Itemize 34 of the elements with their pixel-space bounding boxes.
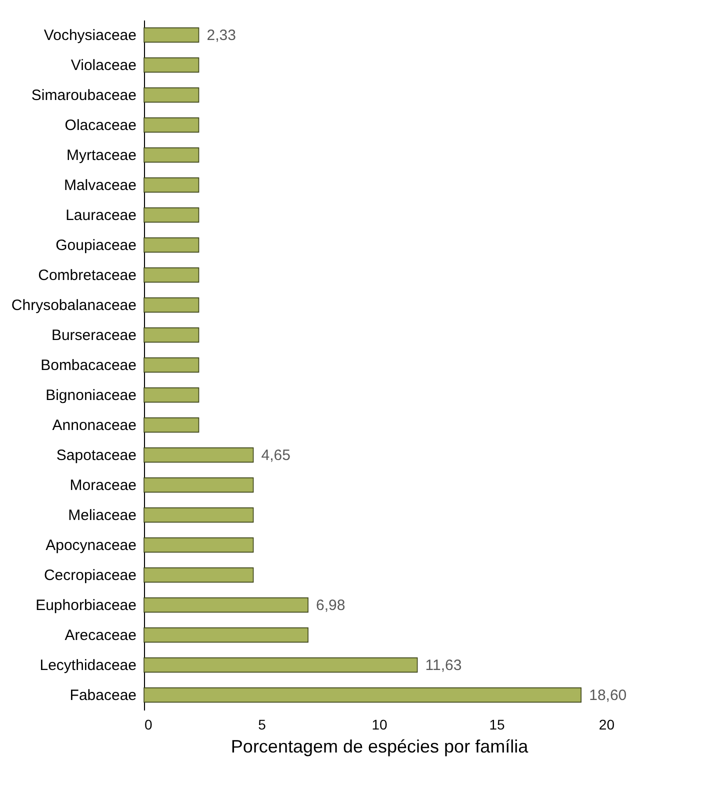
y-tick-label: Lecythidaceae [40, 657, 136, 674]
y-tick-label: Arecaceae [64, 627, 136, 644]
y-tick-label: Fabaceae [70, 687, 136, 704]
y-tick-label: Moraceae [70, 477, 136, 494]
data-label: 2,33 [206, 27, 236, 44]
y-tick-label: Chrysobalanaceae [11, 297, 136, 314]
x-tick-label: 10 [372, 716, 388, 732]
x-axis-title: Porcentagem de espécies por família [230, 736, 530, 756]
y-tick-label: Vochysiaceae [44, 27, 136, 44]
x-tick-label: 20 [598, 716, 615, 732]
y-tick-label: Burseraceae [51, 327, 136, 344]
data-label: 4,65 [261, 447, 290, 464]
x-tick-label: 5 [258, 716, 266, 732]
x-tick-label: 0 [144, 716, 152, 732]
y-tick-label: Euphorbiaceae [36, 597, 136, 614]
data-label: 11,63 [425, 657, 462, 674]
y-tick-label: Combretaceae [38, 267, 136, 284]
x-tick-label: 15 [489, 716, 505, 732]
y-tick-label: Cecropiaceae [44, 567, 136, 584]
y-tick-label: Bombacaceae [40, 357, 136, 374]
y-tick-label: Apocynaceae [46, 537, 136, 554]
y-tick-label: Malvaceae [64, 177, 136, 194]
y-tick-label: Lauraceae [66, 207, 136, 224]
y-tick-label: Myrtaceae [66, 147, 136, 164]
y-tick-label: Meliaceae [68, 507, 136, 524]
y-tick-label: Violaceae [70, 57, 136, 74]
y-tick-label: Sapotaceae [56, 447, 136, 464]
y-tick-label: Olacaceae [64, 117, 136, 134]
y-tick-label: Bignoniaceae [46, 387, 136, 404]
data-label: 6,98 [316, 597, 346, 614]
y-tick-label: Simaroubaceae [31, 87, 136, 104]
y-tick-label: Annonaceae [52, 417, 136, 434]
data-label: 18,60 [589, 687, 627, 704]
y-tick-label: Goupiaceae [56, 237, 136, 254]
